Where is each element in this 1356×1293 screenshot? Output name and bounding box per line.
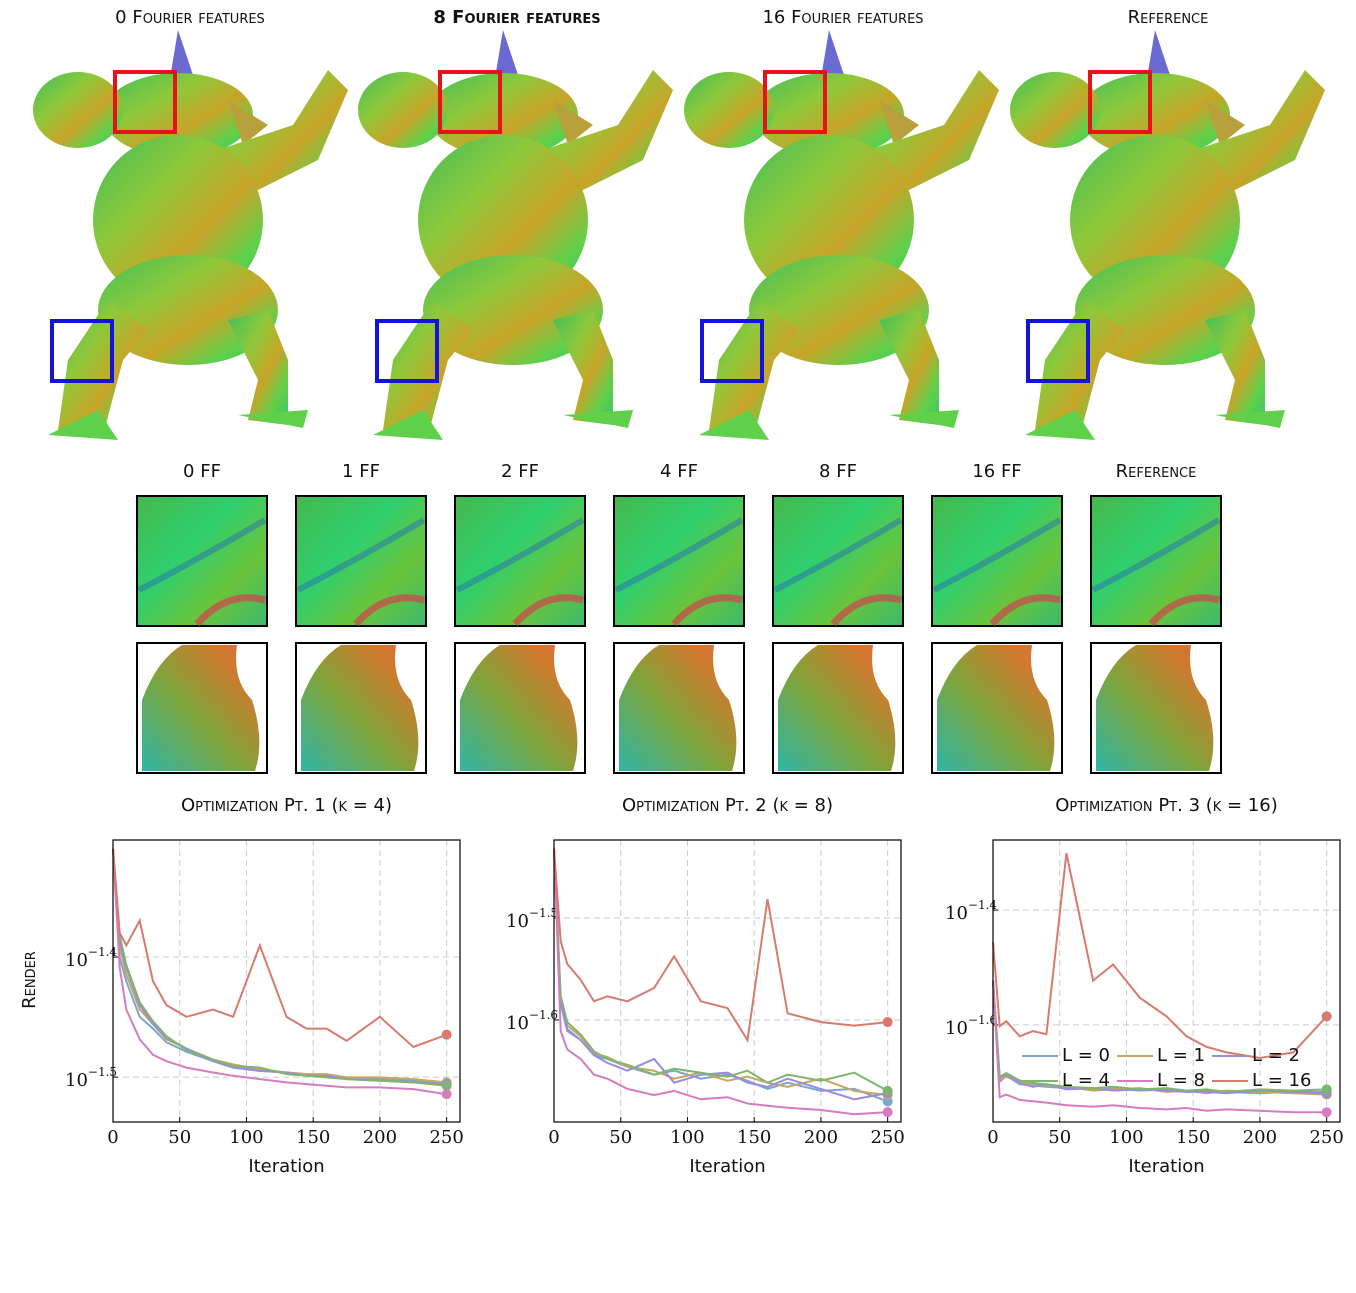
x-tick-label: 50 <box>609 1127 632 1148</box>
end-marker <box>883 1018 892 1027</box>
crop-image <box>1091 496 1221 626</box>
line <box>113 849 447 1094</box>
render <box>33 30 348 440</box>
end-marker <box>442 1030 451 1039</box>
x-tick-label: 0 <box>548 1127 559 1148</box>
line <box>554 848 888 1101</box>
y-tick-base: 10 <box>506 911 529 932</box>
line <box>113 849 447 1086</box>
x-axis-label: Iteration <box>689 1156 765 1177</box>
legend-label: L = 16 <box>1252 1070 1311 1091</box>
x-tick-label: 150 <box>296 1127 330 1148</box>
x-tick-label: 150 <box>1176 1127 1210 1148</box>
crop-label: 16 FF <box>972 461 1021 482</box>
legend-label: L = 0 <box>1062 1045 1110 1066</box>
y-tick-label: 10−1.5 <box>65 1065 117 1092</box>
y-tick-base: 10 <box>945 1018 968 1039</box>
end-marker <box>883 1086 892 1095</box>
line <box>113 849 447 1084</box>
column-title: 8 Fourier features <box>433 7 600 28</box>
y-tick-label: 10−1.6 <box>945 1012 997 1039</box>
chart-title: Optimization Pt. 1 (k = 4) <box>181 795 392 816</box>
y-tick-base: 10 <box>65 1070 88 1091</box>
crop-label: 8 FF <box>819 461 857 482</box>
legend-label: L = 2 <box>1252 1045 1300 1066</box>
x-axis-label: Iteration <box>1128 1156 1204 1177</box>
crop-label: 2 FF <box>501 461 539 482</box>
crop-image <box>137 496 267 626</box>
line <box>113 849 447 1084</box>
crop-image <box>614 496 744 626</box>
line <box>993 853 1327 1058</box>
crop-label: 4 FF <box>660 461 698 482</box>
y-axis-label: Render <box>19 951 40 1009</box>
end-marker <box>442 1090 451 1099</box>
column-title: Reference <box>1128 7 1209 28</box>
x-tick-label: 250 <box>429 1127 463 1148</box>
column-title: 16 Fourier features <box>762 7 923 28</box>
x-tick-label: 250 <box>870 1127 904 1148</box>
line <box>554 848 888 1099</box>
crop-image <box>932 496 1062 626</box>
x-tick-label: 0 <box>107 1127 118 1148</box>
crops: 0 FF 1 FF 2 FF 4 FF 8 FF 16 FF Reference <box>137 461 1221 773</box>
crop-label: Reference <box>1116 461 1197 482</box>
y-tick-label: 10−1.6 <box>506 1007 558 1034</box>
x-tick-label: 200 <box>804 1127 838 1148</box>
y-tick-base: 10 <box>65 950 88 971</box>
line <box>554 848 888 1040</box>
render <box>1010 30 1325 440</box>
y-tick-base: 10 <box>506 1013 529 1034</box>
end-marker <box>1322 1085 1331 1094</box>
x-tick-label: 0 <box>987 1127 998 1148</box>
x-tick-label: 250 <box>1309 1127 1343 1148</box>
crop-image <box>455 496 585 626</box>
end-marker <box>1322 1012 1331 1021</box>
line <box>554 848 888 1114</box>
x-tick-label: 200 <box>1243 1127 1277 1148</box>
x-tick-label: 200 <box>363 1127 397 1148</box>
line <box>113 849 447 1047</box>
crop-image <box>296 496 426 626</box>
x-tick-label: 100 <box>670 1127 704 1148</box>
y-tick-label: 10−1.4 <box>65 945 117 972</box>
x-tick-label: 100 <box>1109 1127 1143 1148</box>
crop-image <box>773 496 903 626</box>
render <box>684 30 999 440</box>
x-axis-label: Iteration <box>248 1156 324 1177</box>
y-tick-base: 10 <box>945 903 968 924</box>
x-tick-label: 50 <box>1048 1127 1071 1148</box>
x-tick-label: 100 <box>229 1127 263 1148</box>
line <box>554 848 888 1091</box>
y-tick-label: 10−1.4 <box>945 898 997 925</box>
crop-label: 0 FF <box>183 461 221 482</box>
end-marker <box>1322 1108 1331 1117</box>
figure: 0 Fourier features 8 Fourier features 16… <box>0 0 1356 1289</box>
end-marker <box>883 1108 892 1117</box>
line <box>113 849 447 1083</box>
chart-title: Optimization Pt. 2 (k = 8) <box>622 795 833 816</box>
render <box>358 30 673 440</box>
x-tick-label: 50 <box>168 1127 191 1148</box>
legend-label: L = 4 <box>1062 1070 1110 1091</box>
chart-title: Optimization Pt. 3 (k = 16) <box>1055 795 1278 816</box>
end-marker <box>442 1081 451 1090</box>
y-tick-label: 10−1.5 <box>506 906 558 933</box>
x-tick-label: 150 <box>737 1127 771 1148</box>
legend-label: L = 1 <box>1157 1045 1205 1066</box>
column-title: 0 Fourier features <box>115 7 265 28</box>
legend-label: L = 8 <box>1157 1070 1205 1091</box>
crop-label: 1 FF <box>342 461 380 482</box>
